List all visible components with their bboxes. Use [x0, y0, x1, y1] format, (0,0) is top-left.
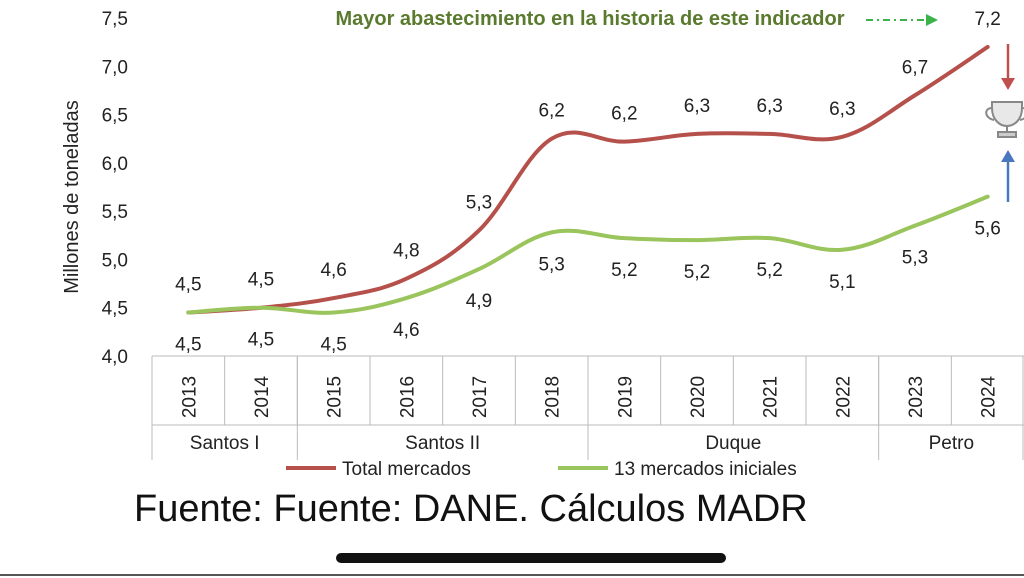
x-tick-label: 2020	[688, 376, 709, 418]
y-tick-label: 5,5	[102, 202, 128, 223]
group-label: Duque	[705, 433, 761, 454]
data-label: 4,6	[320, 260, 346, 281]
data-label: 4,5	[175, 275, 201, 296]
data-label: 4,8	[393, 241, 419, 262]
data-label: 5,3	[902, 248, 928, 269]
data-label: 6,3	[829, 99, 855, 120]
y-tick-label: 4,0	[102, 347, 128, 368]
y-tick-label: 6,0	[102, 154, 128, 175]
chart-series	[186, 44, 990, 315]
data-label: 6,3	[684, 96, 710, 117]
y-tick-label: 7,5	[102, 9, 128, 30]
data-label: 5,1	[829, 272, 855, 293]
group-label: Santos I	[190, 433, 260, 454]
screen-divider	[0, 574, 1024, 576]
arrow-up-head-icon	[1001, 150, 1015, 162]
data-label: 6,2	[611, 104, 637, 125]
x-tick-label: 2019	[615, 376, 636, 418]
data-label: 5,2	[756, 260, 782, 281]
series-line-0	[186, 44, 990, 315]
x-tick-label: 2018	[543, 376, 564, 418]
group-label: Petro	[929, 433, 974, 454]
chart-x-axis: 2013 2014 2015 2016 2017 2018 2019 2020 2021 2022…	[151, 356, 1024, 460]
data-label: 4,5	[248, 330, 274, 351]
x-tick-label: 2016	[397, 376, 418, 418]
y-tick-label: 4,5	[102, 299, 128, 320]
group-label: Santos II	[405, 433, 480, 454]
home-indicator[interactable]	[336, 553, 726, 563]
x-tick-label: 2015	[325, 376, 346, 418]
legend-label: 13 mercados iniciales	[614, 459, 797, 480]
data-label: 5,3	[538, 254, 564, 275]
data-label: 4,5	[320, 335, 346, 356]
series-line-1	[186, 194, 990, 315]
data-label: 5,3	[466, 192, 492, 213]
data-label: 4,6	[393, 320, 419, 341]
arrow-down-head-icon	[1001, 78, 1015, 90]
x-tick-label: 2024	[979, 375, 1000, 418]
x-tick-label: 2021	[761, 376, 782, 418]
data-label: 5,2	[684, 262, 710, 283]
x-tick-label: 2023	[906, 376, 927, 418]
chart-legend: Total mercados 13 mercados iniciales	[286, 459, 797, 480]
x-tick-label: 2014	[252, 375, 273, 418]
source-note: Fuente: Fuente: DANE. Cálculos MADR	[134, 488, 808, 530]
data-label: 7,2	[974, 9, 1000, 30]
data-label: 6,2	[538, 101, 564, 122]
data-label: 4,9	[466, 291, 492, 312]
chart-annotation: Mayor abastecimiento en la historia de e…	[335, 8, 845, 30]
trophy-icon	[985, 101, 1024, 138]
data-label: 6,7	[902, 57, 928, 78]
data-label: 5,6	[974, 219, 1000, 240]
chart-data-labels: 4,5 4,5 4,6 4,8 5,3 6,2 6,2 6,3 6,3 6,3 6,7 7,2 4,5 4…	[175, 9, 1001, 356]
x-tick-label: 2017	[470, 376, 491, 418]
chart-decorations	[866, 14, 1024, 202]
data-label: 5,2	[611, 260, 637, 281]
data-label: 4,5	[175, 335, 201, 356]
data-label: 6,3	[756, 96, 782, 117]
chart-axes: 4,0 4,5 5,0 5,5 6,0 6,5 7,0 7,5 Millones de tone…	[61, 9, 1024, 368]
y-tick-label: 6,5	[102, 106, 128, 127]
x-tick-label: 2013	[179, 376, 200, 418]
y-tick-label: 7,0	[102, 57, 128, 78]
legend-label: Total mercados	[342, 459, 471, 480]
data-label: 4,5	[248, 270, 274, 291]
arrow-right-head-icon	[926, 14, 938, 26]
x-tick-label: 2022	[833, 376, 854, 418]
y-tick-label: 5,0	[102, 250, 128, 271]
y-axis-title: Millones de toneladas	[61, 100, 83, 293]
